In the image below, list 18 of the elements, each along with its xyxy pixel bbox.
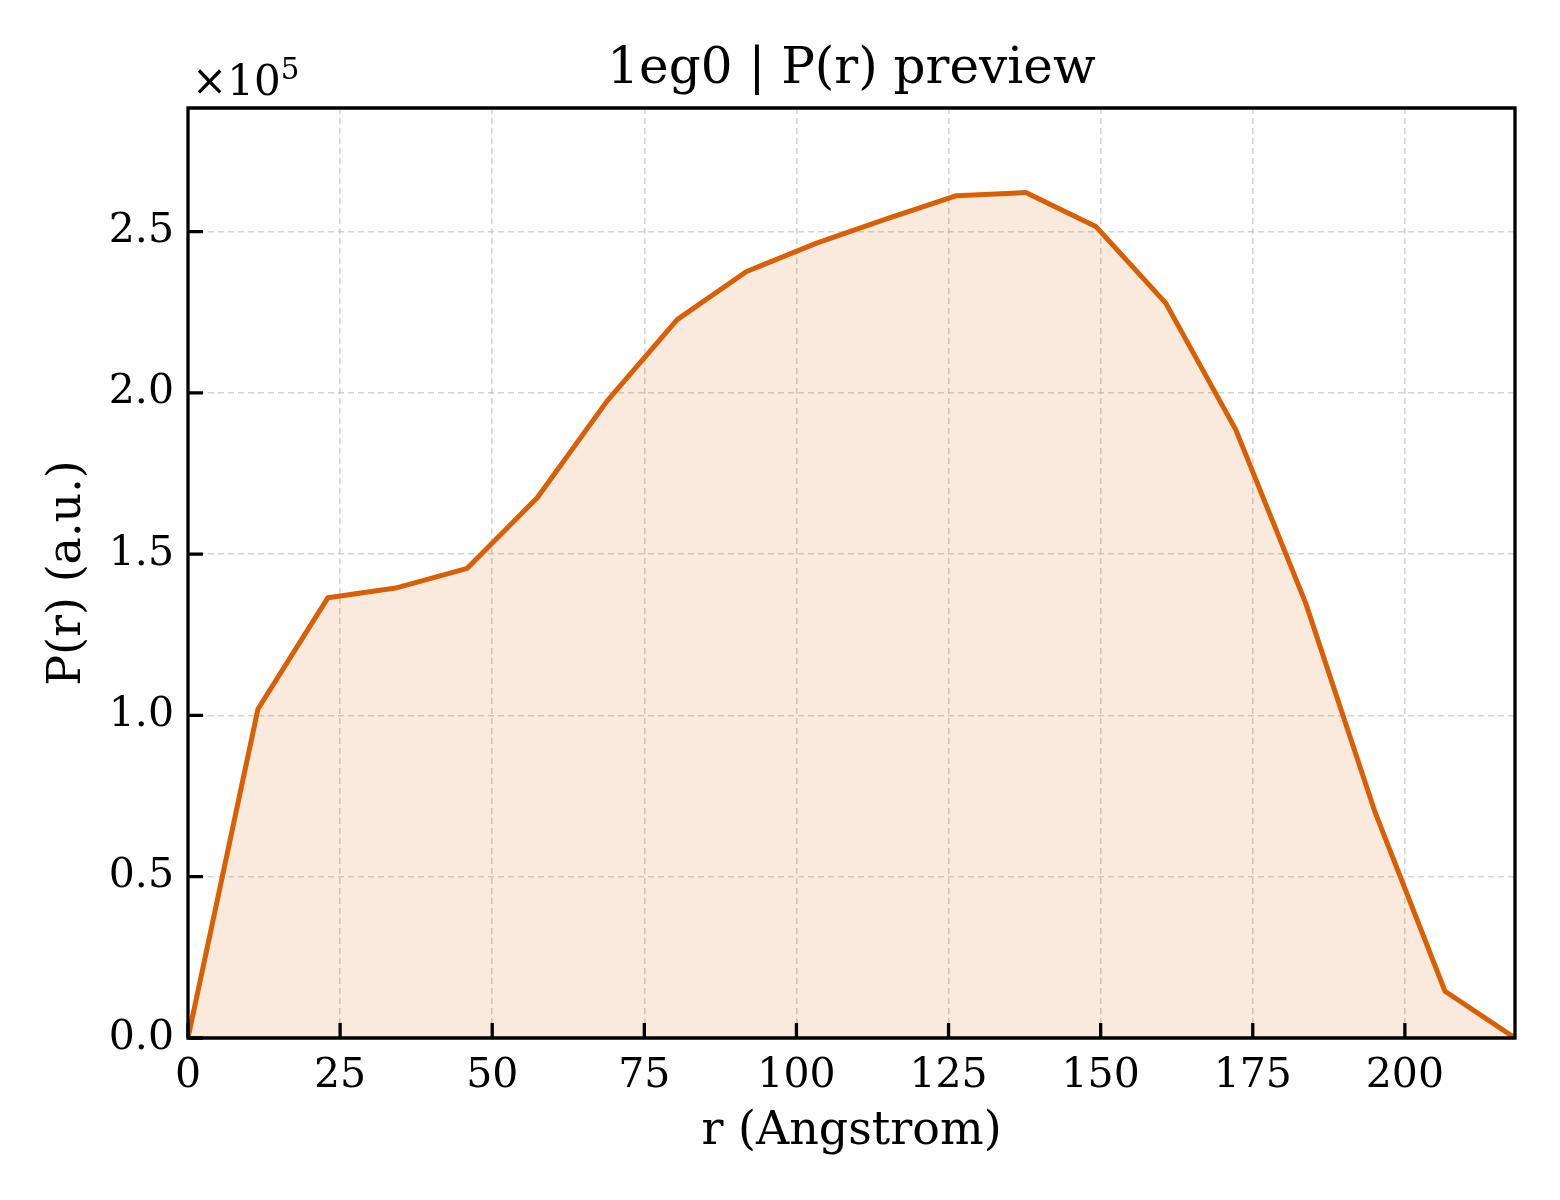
- chart-title: 1eg0 | P(r) preview: [607, 36, 1096, 95]
- y-axis-title: P(r) (a.u.): [36, 460, 91, 686]
- x-tick-label: 150: [1061, 1049, 1140, 1098]
- x-axis-title: r (Angstrom): [701, 1101, 1002, 1156]
- x-tick-label: 125: [909, 1049, 988, 1098]
- x-tick-label: 25: [314, 1049, 367, 1098]
- y-tick-label: 0.5: [108, 849, 174, 898]
- x-tick-label: 175: [1213, 1049, 1292, 1098]
- x-tick-label: 200: [1365, 1049, 1445, 1098]
- x-tick-label: 100: [757, 1049, 836, 1098]
- x-tick-label: 75: [618, 1049, 671, 1098]
- x-tick-label: 0: [174, 1049, 202, 1098]
- y-tick-label: 1.5: [108, 526, 174, 575]
- y-tick-label: 2.5: [108, 204, 174, 253]
- y-tick-label: 0.0: [108, 1010, 174, 1059]
- y-tick-label: 1.0: [108, 688, 174, 737]
- y-tick-label: 2.0: [108, 365, 174, 414]
- x-tick-label: 50: [466, 1049, 519, 1098]
